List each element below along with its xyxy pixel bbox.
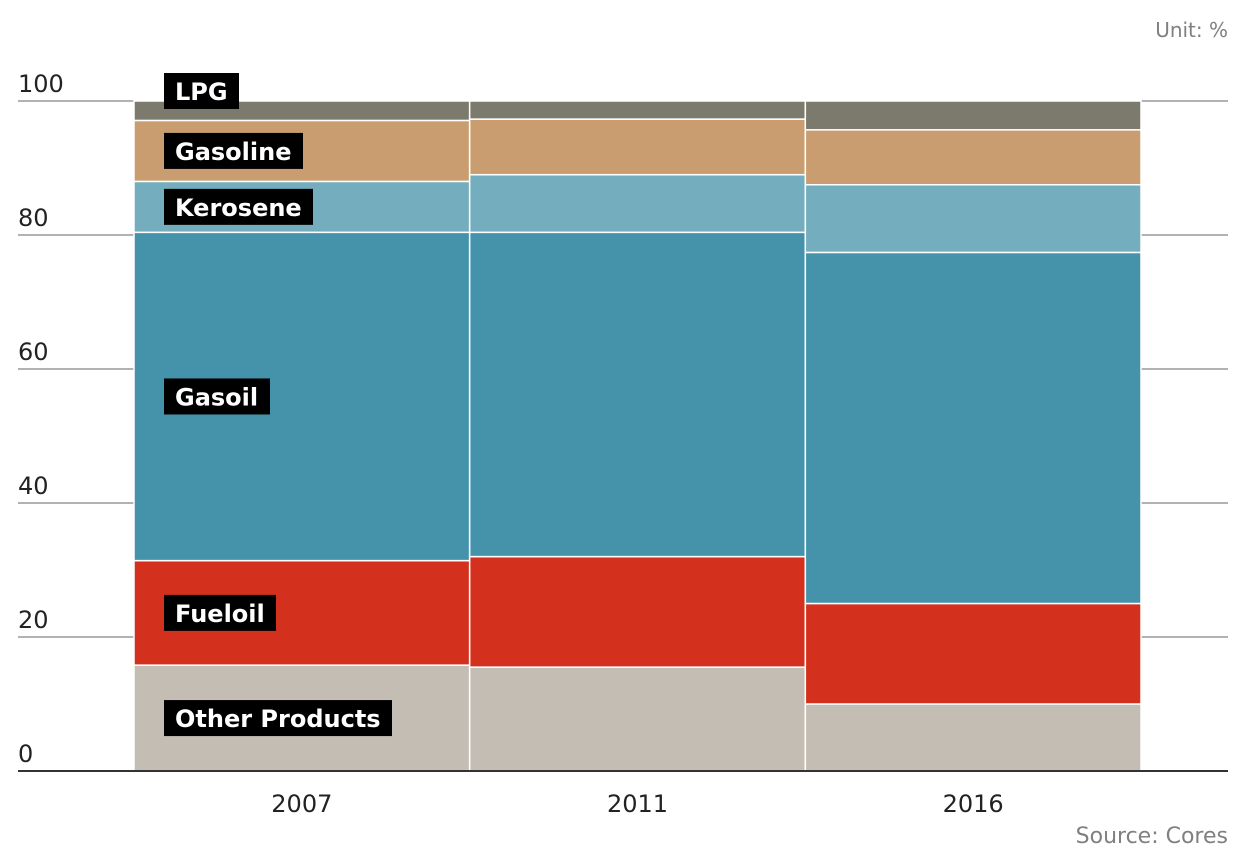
y-axis-tick-labels: 0 20 40 60 80 100 xyxy=(18,70,64,768)
series-label-kerosene: Kerosene xyxy=(164,188,313,225)
svg-text:Fueloil: Fueloil xyxy=(175,600,265,628)
bar-segment-fueloil-2011 xyxy=(468,555,807,668)
bar-segment-lpg-2016 xyxy=(804,100,1142,131)
bar-segment-kerosene-2011 xyxy=(468,173,807,234)
bar-segment-lpg-2011 xyxy=(468,100,807,120)
bar-segment-gasoil-2011 xyxy=(468,231,807,558)
bar-segment-other-products-2011 xyxy=(468,666,807,772)
y-tick-label-80: 80 xyxy=(18,204,49,232)
series-labels: Other Products Fueloil Gasoil Kerosene Gasol… xyxy=(164,73,392,737)
bar-segment-gasoil-2016 xyxy=(804,251,1142,605)
series-label-other-products: Other Products xyxy=(164,700,392,737)
y-tick-label-40: 40 xyxy=(18,472,49,500)
unit-label: Unit: % xyxy=(1155,18,1228,42)
bar-segment-gasoline-2011 xyxy=(468,118,807,176)
x-tick-label-2011: 2011 xyxy=(607,790,668,818)
series-label-gasoline: Gasoline xyxy=(164,132,303,169)
x-axis-tick-labels: 2007 2011 2016 xyxy=(271,790,1003,818)
svg-text:Other Products: Other Products xyxy=(175,705,381,733)
svg-text:Gasoline: Gasoline xyxy=(175,138,291,166)
x-tick-label-2007: 2007 xyxy=(271,790,332,818)
bar-segment-other-products-2016 xyxy=(804,703,1142,772)
bar-segment-gasoline-2016 xyxy=(804,129,1142,186)
bar-segment-kerosene-2016 xyxy=(804,184,1142,254)
series-label-gasoil: Gasoil xyxy=(164,378,270,415)
source-label: Source: Cores xyxy=(1076,824,1228,849)
x-tick-label-2016: 2016 xyxy=(943,790,1004,818)
svg-text:Kerosene: Kerosene xyxy=(175,194,302,222)
svg-text:Gasoil: Gasoil xyxy=(175,383,258,411)
svg-text:LPG: LPG xyxy=(175,78,228,106)
bar-segment-fueloil-2016 xyxy=(804,602,1142,705)
y-tick-label-60: 60 xyxy=(18,338,49,366)
y-tick-label-100: 100 xyxy=(18,70,64,98)
series-label-fueloil: Fueloil xyxy=(164,594,276,631)
y-tick-label-0: 0 xyxy=(18,740,33,768)
series-label-lpg: LPG xyxy=(164,73,239,109)
y-tick-label-20: 20 xyxy=(18,606,49,634)
